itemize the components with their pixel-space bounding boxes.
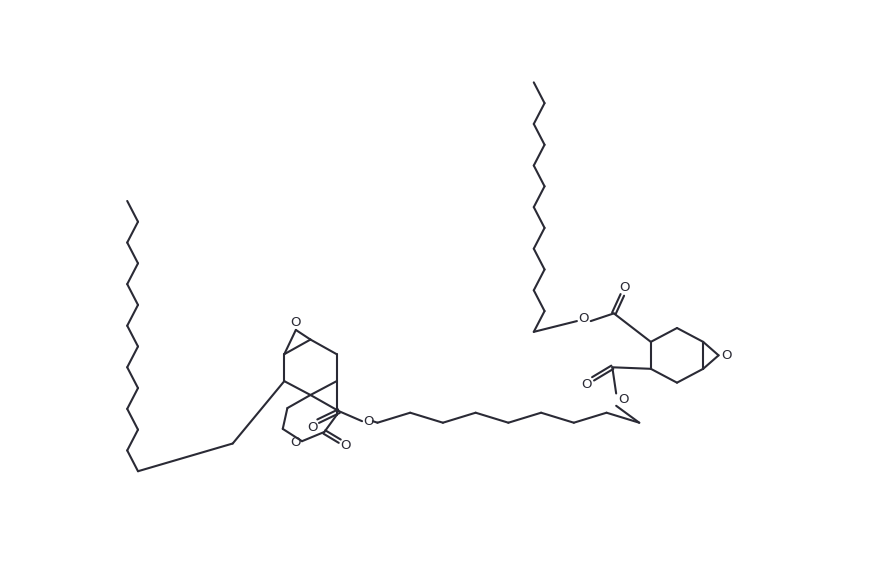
Text: O: O bbox=[721, 349, 731, 362]
Text: O: O bbox=[581, 379, 592, 392]
Text: O: O bbox=[363, 415, 374, 428]
Text: O: O bbox=[619, 281, 630, 293]
Text: O: O bbox=[578, 312, 588, 325]
Text: O: O bbox=[290, 436, 301, 449]
Text: O: O bbox=[340, 439, 351, 452]
Text: O: O bbox=[308, 421, 318, 434]
Text: O: O bbox=[290, 316, 301, 329]
Text: O: O bbox=[618, 393, 629, 406]
